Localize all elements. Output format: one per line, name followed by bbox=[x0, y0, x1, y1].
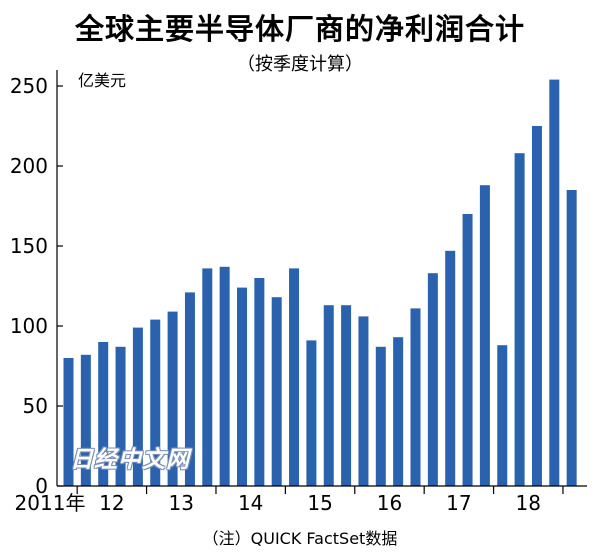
y-tick-label-250: 250 bbox=[10, 74, 48, 98]
bar-25 bbox=[497, 345, 508, 486]
y-tick-label-200: 200 bbox=[10, 154, 48, 178]
bar-12 bbox=[271, 297, 282, 486]
bar-4 bbox=[132, 327, 143, 486]
chart-subtitle: （按季度计算） bbox=[237, 54, 363, 75]
y-unit-label: 亿美元 bbox=[78, 71, 126, 90]
x-year-label-0: 2011年 bbox=[15, 491, 86, 515]
bar-8 bbox=[202, 268, 213, 486]
watermark-logo: 日经中文网 bbox=[70, 447, 190, 473]
bar-27 bbox=[531, 126, 542, 486]
bar-11 bbox=[254, 278, 265, 486]
y-tick-label-50: 50 bbox=[23, 394, 48, 418]
x-year-label-7: 18 bbox=[516, 491, 541, 515]
bar-14 bbox=[306, 340, 317, 486]
bar-1 bbox=[80, 354, 91, 486]
bar-18 bbox=[375, 346, 386, 486]
bar-15 bbox=[323, 305, 334, 486]
bar-19 bbox=[393, 337, 404, 486]
bar-22 bbox=[445, 250, 456, 486]
axes-group: 0 50 100 150 200 250 2011年 12 13 14 15 16 17 18 bbox=[10, 70, 587, 515]
x-year-label-6: 17 bbox=[446, 491, 471, 515]
bar-29 bbox=[566, 190, 577, 486]
source-note: （注）QUICK FactSet数据 bbox=[202, 529, 398, 548]
bar-20 bbox=[410, 308, 421, 486]
bar-21 bbox=[427, 273, 438, 486]
bar-28 bbox=[549, 79, 560, 486]
y-tick-label-100: 100 bbox=[10, 314, 48, 338]
bar-9 bbox=[219, 266, 230, 486]
bar-2 bbox=[98, 342, 109, 486]
bar-13 bbox=[289, 268, 300, 486]
bar-16 bbox=[341, 305, 352, 486]
bar-5 bbox=[150, 319, 161, 486]
x-year-label-1: 12 bbox=[99, 491, 124, 515]
bar-26 bbox=[514, 153, 525, 486]
bar-10 bbox=[237, 287, 247, 486]
y-tick-label-0: 0 bbox=[35, 474, 48, 498]
y-tick-label-150: 150 bbox=[10, 234, 48, 258]
bar-17 bbox=[358, 316, 369, 486]
bar-23 bbox=[462, 214, 473, 486]
bar-7 bbox=[184, 292, 195, 486]
bar-6 bbox=[167, 311, 178, 486]
x-year-label-5: 16 bbox=[377, 491, 402, 515]
bar-0 bbox=[63, 358, 74, 486]
x-year-label-4: 15 bbox=[307, 491, 332, 515]
x-year-label-2: 13 bbox=[169, 491, 194, 515]
x-year-label-3: 14 bbox=[238, 491, 263, 515]
bars-group bbox=[63, 79, 577, 486]
bar-3 bbox=[115, 346, 126, 486]
chart-title: 全球主要半导体厂商的净利润合计 bbox=[74, 12, 525, 46]
bar-24 bbox=[479, 185, 490, 486]
